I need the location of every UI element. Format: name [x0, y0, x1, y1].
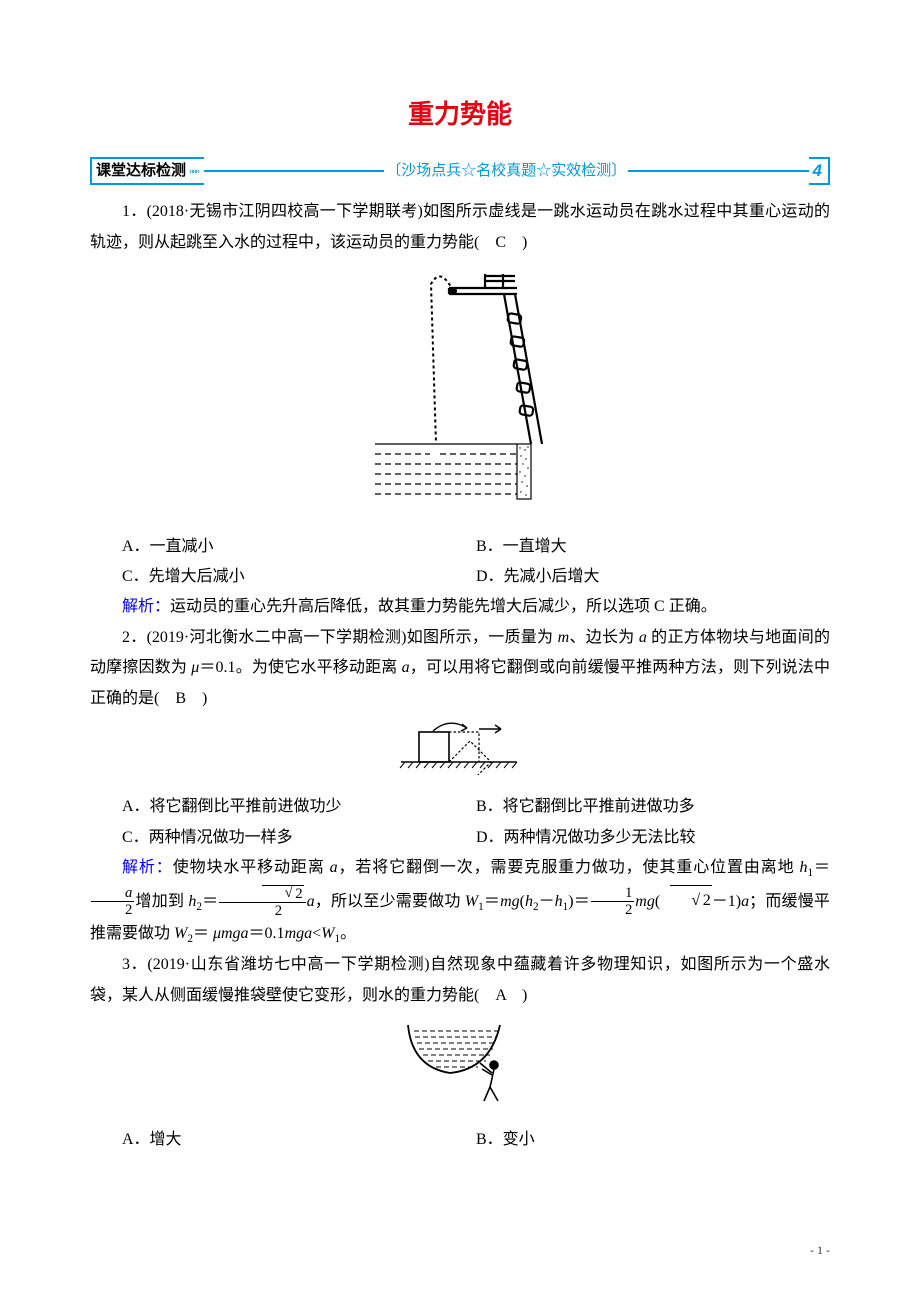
banner-left-text: 课堂达标检测 — [96, 157, 186, 186]
water-bag-icon — [400, 1017, 520, 1107]
q2-optB: B．将它翻倒比平推前进做功多 — [476, 792, 830, 822]
q2-ana-1: 使物块水平移动距离 — [173, 859, 330, 876]
section-banner: 课堂达标检测 »»» 〔沙场点兵☆名校真题☆实效检测〕 4 — [90, 157, 830, 185]
q3-optA: A．增大 — [122, 1125, 476, 1155]
banner-mid-text: 〔沙场点兵☆名校真题☆实效检测〕 — [384, 157, 628, 186]
q3-figure — [90, 1017, 830, 1118]
banner-right-number: 4 — [809, 157, 830, 185]
q3-options: A．增大 B．变小 — [122, 1125, 830, 1155]
banner-arrows-icon: »»» — [189, 162, 198, 181]
q2-mu-eq: ＝0.1。为使它水平移动距离 — [199, 659, 401, 676]
q1-figure — [90, 264, 830, 525]
page-title: 重力势能 — [90, 90, 830, 139]
q1-analysis-label: 解析： — [122, 598, 170, 615]
q2-options: A．将它翻倒比平推前进做功少 B．将它翻倒比平推前进做功多 C．两种情况做功一样… — [122, 792, 830, 853]
q2-eq1: ＝ — [813, 859, 830, 876]
q2-ana-4: ，所以至少需要做功 — [315, 892, 465, 909]
q2-mg: mg — [500, 892, 520, 909]
q2-W2: W — [174, 925, 187, 942]
q3-optB: B．变小 — [476, 1125, 830, 1155]
q2-stem-a: 2．(2019·河北衡水二中高一下学期检测)如图所示，一质量为 — [122, 629, 558, 646]
q2-frac-a2: a2 — [91, 885, 134, 918]
q2-a2: a — [402, 659, 410, 676]
q2-analysis: 解析：使物块水平移动距离 a，若将它翻倒一次，需要克服重力做功，使其重心位置由离… — [90, 853, 830, 950]
q1-optB: B．一直增大 — [476, 532, 830, 562]
q1-optC: C．先增大后减小 — [122, 562, 476, 592]
q2-frac-sqrt2-2: 22 — [219, 885, 305, 919]
q1-analysis-text: 运动员的重心先升高后降低，故其重力势能先增大后减少，所以选项 C 正确。 — [170, 598, 717, 615]
q1-optD: D．先减小后增大 — [476, 562, 830, 592]
q2-ana-2: ，若将它翻倒一次，需要克服重力做功，使其重心位置由离地 — [338, 859, 800, 876]
q2-optC: C．两种情况做功一样多 — [122, 823, 476, 853]
q3-stem: 3．(2019·山东省潍坊七中高一下学期检测)自然现象中蕴藏着许多物理知识，如图… — [90, 950, 830, 1011]
q2-optA: A．将它翻倒比平推前进做功少 — [122, 792, 476, 822]
cube-tip-icon — [395, 720, 525, 775]
q2-W1-sub: 1 — [478, 901, 484, 913]
q2-ana-a1: a — [330, 859, 338, 876]
q2-a: a — [639, 629, 647, 646]
q1-optA: A．一直减小 — [122, 532, 476, 562]
q2-h2-sub: 2 — [196, 901, 202, 913]
q2-optD: D．两种情况做功多少无法比较 — [476, 823, 830, 853]
q2-mu: μ — [191, 659, 199, 676]
q2-ana-label: 解析： — [122, 859, 173, 876]
q2-stem-b: 、边长为 — [569, 629, 639, 646]
q2-W2-sub: 2 — [187, 933, 193, 945]
q2-m: m — [558, 629, 570, 646]
banner-line-right — [628, 170, 808, 172]
diving-figure-icon — [365, 264, 555, 514]
q2-W1: W — [465, 892, 478, 909]
q2-frac-1-2: 12 — [591, 885, 634, 918]
q2-ana-3: 增加到 — [135, 892, 188, 909]
q1-analysis: 解析：运动员的重心先升高后降低，故其重力势能先增大后减少，所以选项 C 正确。 — [90, 592, 830, 622]
banner-line-left — [204, 170, 384, 172]
banner-left: 课堂达标检测 »»» — [90, 157, 204, 185]
q2-stem: 2．(2019·河北衡水二中高一下学期检测)如图所示，一质量为 m、边长为 a … — [90, 623, 830, 714]
page-number: - 1 - — [810, 1239, 830, 1262]
q2-figure — [90, 720, 830, 786]
q1-options: A．一直减小 B．一直增大 C．先增大后减小 D．先减小后增大 — [122, 532, 830, 593]
q1-stem: 1．(2018·无锡市江阴四校高一下学期联考)如图所示虚线是一跳水运动员在跳水过… — [90, 197, 830, 258]
